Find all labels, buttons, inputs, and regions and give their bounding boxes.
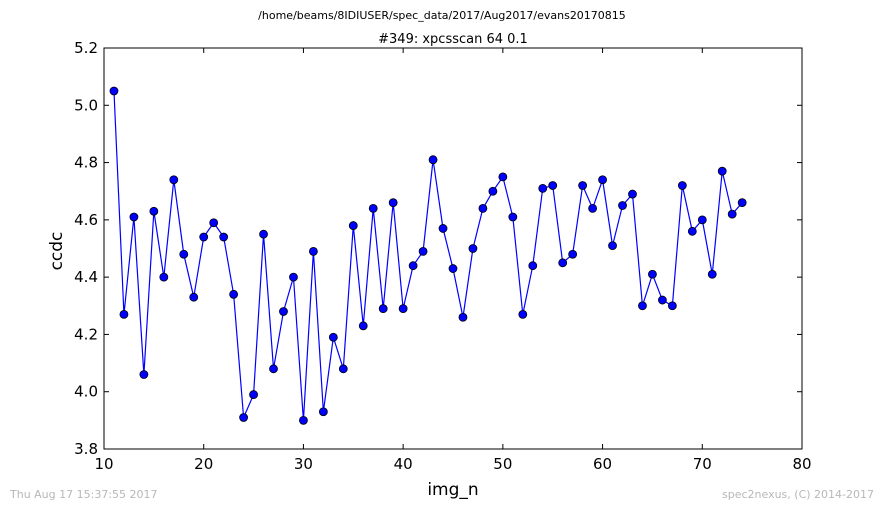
data-point <box>667 301 677 311</box>
x-tick-label: 70 <box>693 455 712 473</box>
axis-ticks <box>103 47 803 450</box>
data-point <box>468 244 478 253</box>
x-axis-label: img_n <box>427 480 478 500</box>
data-point <box>299 415 308 425</box>
x-tick-labels: 10 20 30 40 50 60 70 80 <box>94 455 811 473</box>
data-point <box>498 172 508 182</box>
data-point <box>628 189 637 199</box>
y-tick-label: 5.2 <box>74 39 98 57</box>
footer-credit: spec2nexus, (C) 2014-2017 <box>722 488 874 501</box>
data-point <box>677 181 687 190</box>
data-point <box>598 175 607 185</box>
data-point <box>199 232 209 242</box>
data-point <box>608 241 617 251</box>
data-point <box>348 221 358 230</box>
data-point <box>518 309 528 319</box>
data-point <box>289 272 298 282</box>
x-tick-label: 80 <box>792 455 811 473</box>
data-point <box>119 309 129 319</box>
data-point <box>179 249 189 259</box>
x-tick-label: 40 <box>394 455 413 473</box>
data-point <box>697 215 707 225</box>
data-point <box>259 229 268 239</box>
data-point <box>308 246 318 256</box>
data-point <box>448 264 458 273</box>
data-point <box>458 312 468 322</box>
y-tick-labels: 3.8 4.0 4.2 4.4 4.6 4.8 5.0 5.2 <box>74 39 98 458</box>
data-point <box>638 301 647 311</box>
x-tick-label: 50 <box>493 455 512 473</box>
data-point <box>219 232 229 242</box>
data-point <box>398 304 408 314</box>
data-point <box>209 218 219 228</box>
data-markers <box>109 86 747 425</box>
data-point <box>687 226 697 236</box>
data-point <box>658 295 667 305</box>
data-point <box>578 181 588 190</box>
data-point <box>328 332 338 342</box>
x-tick-label: 60 <box>593 455 612 473</box>
data-point <box>318 407 328 417</box>
x-tick-label: 30 <box>294 455 313 473</box>
x-tick-label: 10 <box>94 455 113 473</box>
data-point <box>109 86 119 96</box>
data-point <box>358 321 368 331</box>
y-tick-label: 4.6 <box>74 211 98 229</box>
data-point <box>488 186 498 196</box>
data-point <box>648 269 657 279</box>
data-point <box>727 209 737 219</box>
y-tick-label: 4.8 <box>74 154 98 172</box>
y-tick-label: 4.2 <box>74 325 98 343</box>
data-point <box>279 307 288 316</box>
data-point <box>707 269 717 279</box>
y-tick-label: 4.4 <box>74 268 98 286</box>
plot-area <box>103 47 803 450</box>
y-tick-label: 4.0 <box>74 383 98 401</box>
x-tick-label: 20 <box>194 455 213 473</box>
data-point <box>189 292 199 302</box>
data-point <box>159 272 169 282</box>
data-point <box>378 304 388 314</box>
data-point <box>169 175 179 185</box>
data-point <box>558 258 568 268</box>
data-point <box>508 212 518 222</box>
data-point <box>338 364 348 374</box>
data-point <box>249 390 258 399</box>
data-point <box>368 203 378 213</box>
data-point <box>478 203 488 213</box>
data-point <box>528 261 538 271</box>
data-point <box>618 201 627 210</box>
data-point <box>269 364 278 374</box>
data-point <box>149 206 159 216</box>
data-point <box>229 289 239 299</box>
data-point <box>737 198 747 208</box>
data-point <box>538 183 548 193</box>
y-axis-label: ccdc <box>47 232 67 271</box>
data-point <box>239 413 249 422</box>
series-line <box>113 90 743 421</box>
data-point <box>388 198 398 208</box>
data-point <box>717 166 727 176</box>
data-point <box>418 246 428 256</box>
data-point <box>548 181 558 190</box>
y-tick-label: 3.8 <box>74 440 98 458</box>
footer-timestamp: Thu Aug 17 15:37:55 2017 <box>9 488 158 501</box>
data-point <box>568 249 578 259</box>
chart-title: #349: xpcsscan 64 0.1 <box>378 32 528 47</box>
data-point <box>139 370 149 379</box>
y-tick-label: 5.0 <box>74 96 98 114</box>
data-point <box>408 261 418 271</box>
data-point <box>438 224 448 233</box>
data-point <box>588 203 597 213</box>
data-point <box>428 155 438 165</box>
data-point <box>129 212 139 222</box>
suptitle: /home/beams/8IDIUSER/spec_data/2017/Aug2… <box>258 9 626 22</box>
